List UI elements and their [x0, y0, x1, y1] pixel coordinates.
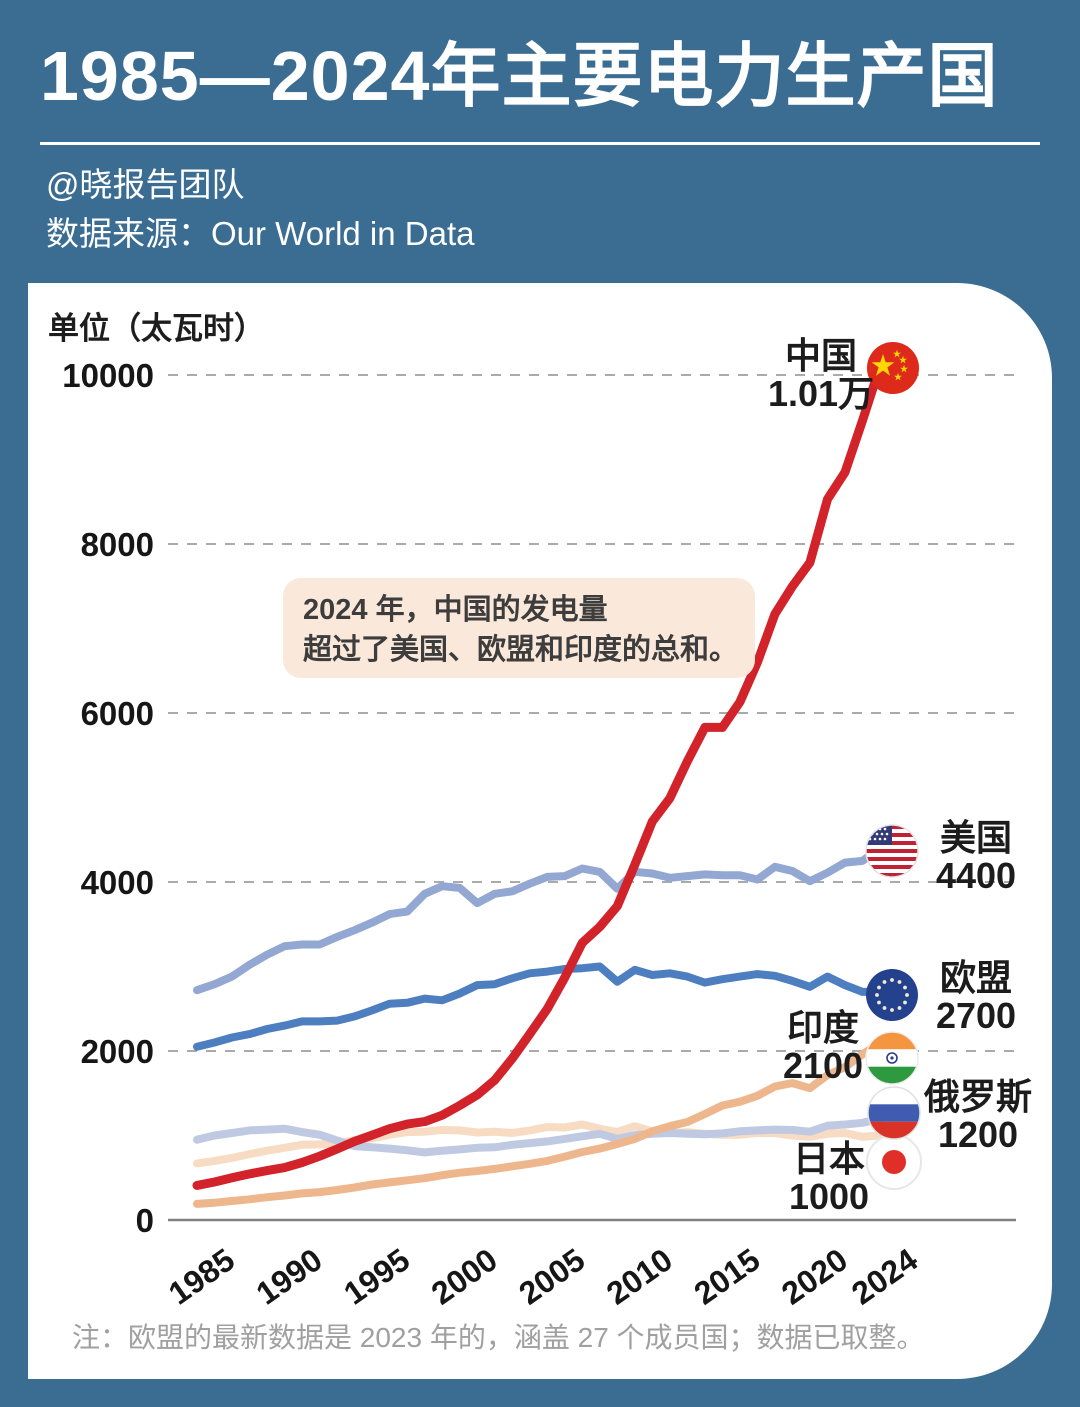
footnote: 注：欧盟的最新数据是 2023 年的，涵盖 27 个成员国；数据已取整。 [72, 1322, 925, 1353]
series-value: 2100 [782, 1045, 864, 1086]
svg-text:10000: 10000 [62, 357, 154, 394]
series-name: 美国 [939, 817, 1012, 858]
svg-text:2000: 2000 [81, 1033, 154, 1070]
series-label-india: 印度 2100 [768, 1009, 878, 1085]
series-value: 4400 [935, 855, 1017, 896]
svg-text:1995: 1995 [337, 1241, 416, 1311]
series-name: 欧盟 [939, 957, 1012, 998]
svg-text:2010: 2010 [600, 1241, 679, 1311]
series-value: 2700 [935, 995, 1017, 1036]
series-name: 印度 [786, 1007, 859, 1048]
russia-flag-icon [867, 1086, 921, 1140]
usa-flag-icon [865, 824, 919, 878]
series-label-china: 中国 1.01万 [754, 337, 888, 413]
series-label-usa: 美国 4400 [921, 819, 1031, 895]
svg-text:8000: 8000 [81, 526, 154, 563]
series-line-usa [193, 844, 884, 995]
svg-text:2020: 2020 [775, 1241, 854, 1311]
annotation-callout: 2024 年，中国的发电量 超过了美国、欧盟和印度的总和。 [283, 578, 755, 678]
svg-text:2000: 2000 [425, 1241, 504, 1311]
svg-text:4000: 4000 [81, 864, 154, 901]
svg-text:2005: 2005 [512, 1241, 591, 1311]
series-label-russia: 俄罗斯 1200 [916, 1078, 1040, 1154]
page-title: 1985—2024年主要电力生产国 [40, 37, 999, 115]
series-line-russia [193, 1114, 884, 1157]
series-lines-layer [192, 362, 885, 1208]
svg-text:6000: 6000 [81, 695, 154, 732]
annotation-line1: 2024 年，中国的发电量 [303, 594, 608, 626]
series-line-india [193, 1038, 884, 1208]
series-label-japan: 日本 1000 [774, 1140, 884, 1216]
data-source: 数据来源：Our World in Data [46, 215, 475, 252]
series-name: 中国 [784, 335, 857, 376]
svg-text:0: 0 [136, 1202, 154, 1239]
series-value: 1000 [788, 1176, 870, 1217]
series-value: 1200 [937, 1114, 1019, 1155]
india-flag-icon [865, 1031, 919, 1085]
unit-label: 单位（太瓦时） [48, 311, 265, 346]
svg-text:2024: 2024 [845, 1241, 924, 1311]
eu-flag-icon [866, 969, 918, 1021]
series-line-china [192, 362, 885, 1190]
series-name: 日本 [792, 1138, 865, 1179]
svg-text:1985: 1985 [162, 1241, 241, 1311]
chart-card: 单位（太瓦时） 0 2000 4000 6000 8000 10000 1985 1990 19… [28, 283, 1052, 1379]
series-line-eu [193, 962, 884, 1051]
series-value: 1.01万 [767, 373, 875, 414]
svg-text:2015: 2015 [687, 1241, 766, 1311]
series-name: 俄罗斯 [923, 1076, 1032, 1117]
author-byline: @晓报告团队 [46, 166, 245, 203]
svg-text:1990: 1990 [250, 1241, 329, 1311]
annotation-line2: 超过了美国、欧盟和印度的总和。 [303, 634, 739, 666]
china-flag-icon [867, 342, 919, 394]
header-divider [40, 142, 1040, 145]
series-label-eu: 欧盟 2700 [921, 959, 1031, 1035]
